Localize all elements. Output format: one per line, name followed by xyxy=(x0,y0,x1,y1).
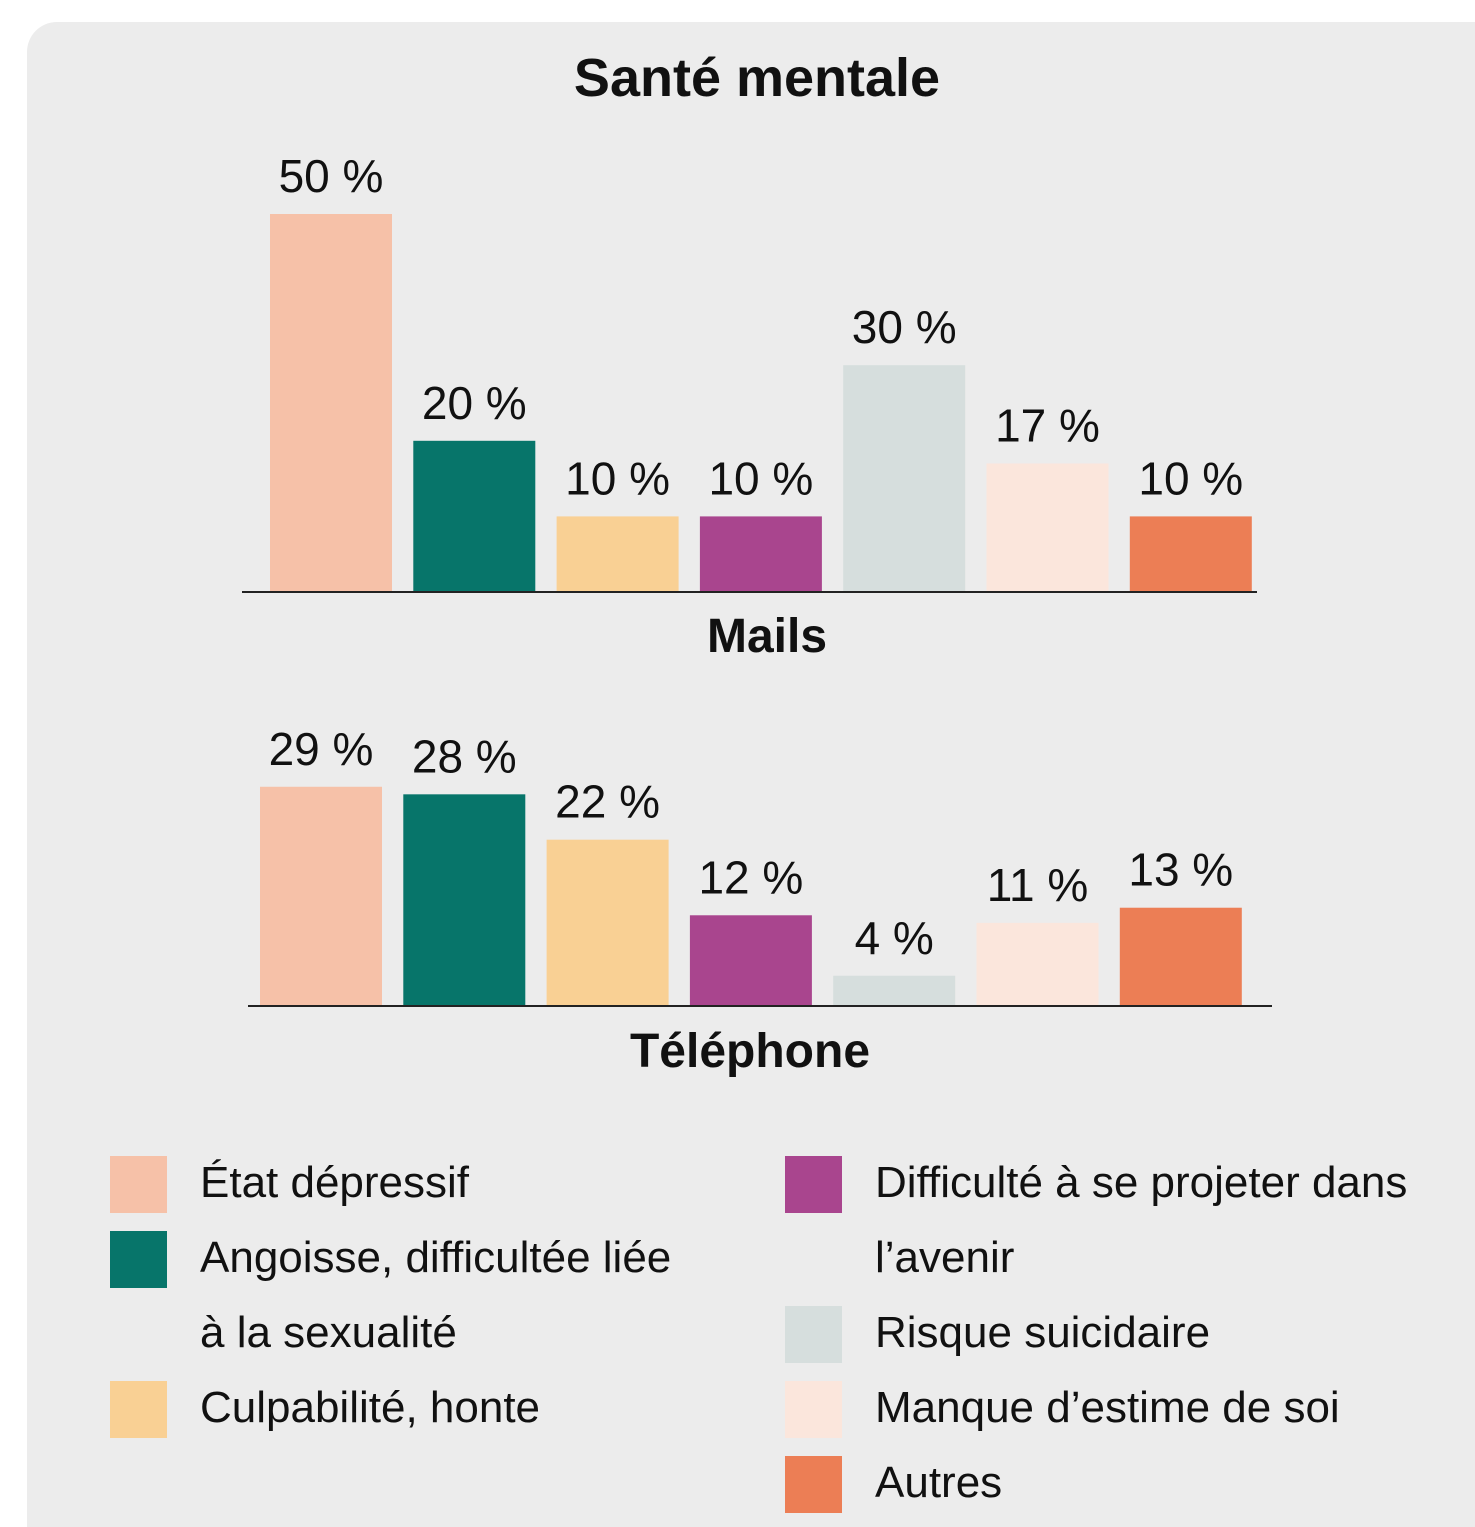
legend-swatch xyxy=(785,1156,842,1213)
legend-swatch xyxy=(110,1231,167,1288)
data-label: 13 % xyxy=(1128,844,1233,896)
data-label: 22 % xyxy=(555,776,660,828)
legend-item: Difficulté à se projeter dans l’avenir xyxy=(785,1145,1445,1295)
data-label: 30 % xyxy=(852,301,957,353)
legend-swatch xyxy=(785,1306,842,1363)
data-label: 4 % xyxy=(855,912,934,964)
bar xyxy=(270,214,392,592)
legend-swatch xyxy=(110,1381,167,1438)
x-axis-label: Mails xyxy=(707,610,827,663)
legend-item: Culpabilité, honte xyxy=(110,1370,700,1445)
bar xyxy=(699,516,822,592)
chart-title: Santé mentale xyxy=(574,48,940,108)
bar xyxy=(1129,516,1252,592)
bar xyxy=(1119,907,1242,1006)
data-label: 20 % xyxy=(422,377,527,429)
legend-item: État dépressif xyxy=(110,1145,700,1220)
legend-label: Difficulté à se projeter dans l’avenir xyxy=(875,1158,1408,1282)
legend-item: Risque suicidaire xyxy=(785,1295,1445,1370)
data-label: 50 % xyxy=(279,150,384,202)
legend-label: Manque d’estime de soi xyxy=(875,1383,1340,1432)
bar xyxy=(976,922,1099,1006)
bar xyxy=(833,975,956,1006)
bar xyxy=(546,839,669,1006)
bar xyxy=(260,786,382,1006)
legend-item: Manque d’estime de soi xyxy=(785,1370,1445,1445)
bar xyxy=(986,463,1109,592)
legend-label: État dépressif xyxy=(200,1158,470,1207)
data-label: 10 % xyxy=(565,452,670,504)
legend-label: Autres xyxy=(875,1458,1003,1507)
panel xyxy=(27,22,1475,1527)
data-label: 17 % xyxy=(995,399,1100,451)
x-axis-label: Téléphone xyxy=(630,1025,870,1078)
bar xyxy=(413,440,536,592)
data-label: 28 % xyxy=(412,730,517,782)
legend-label: Risque suicidaire xyxy=(875,1308,1211,1357)
data-label: 10 % xyxy=(1138,452,1243,504)
data-label: 11 % xyxy=(987,859,1088,911)
legend-item: Angoisse, difficultée liée à la sexualit… xyxy=(110,1220,700,1370)
legend-swatch xyxy=(785,1381,842,1438)
legend-label: Angoisse, difficultée liée à la sexualit… xyxy=(200,1233,672,1357)
data-label: 12 % xyxy=(698,851,803,903)
legend-label: Culpabilité, honte xyxy=(200,1383,541,1432)
bar xyxy=(403,794,526,1006)
bar xyxy=(843,365,966,592)
bar xyxy=(556,516,679,592)
legend: État dépressif Angoisse, difficultée liée… xyxy=(110,1145,700,1445)
legend-swatch xyxy=(785,1456,842,1513)
legend-swatch xyxy=(110,1156,167,1213)
data-label: 10 % xyxy=(708,452,813,504)
data-label: 29 % xyxy=(269,723,374,775)
legend: Difficulté à se projeter dans l’avenir Ri… xyxy=(785,1145,1445,1520)
bar xyxy=(689,915,812,1006)
legend-item: Autres xyxy=(785,1445,1445,1520)
